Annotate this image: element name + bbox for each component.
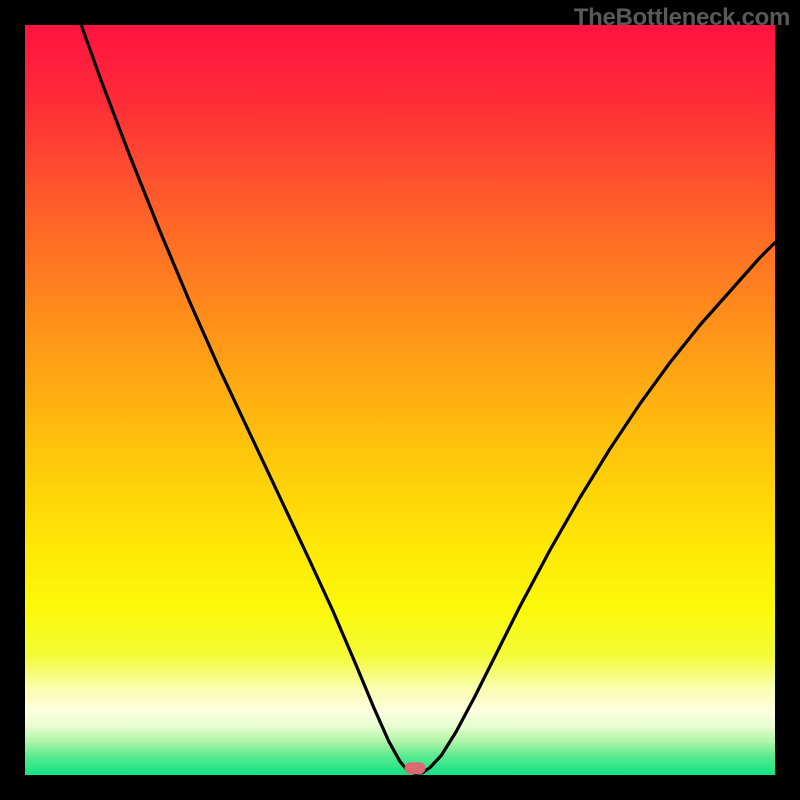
watermark-text: TheBottleneck.com <box>574 4 790 32</box>
plot-background-gradient <box>25 25 775 775</box>
bottleneck-chart <box>0 0 800 800</box>
container: TheBottleneck.com <box>0 0 800 800</box>
optimum-marker <box>405 762 426 774</box>
